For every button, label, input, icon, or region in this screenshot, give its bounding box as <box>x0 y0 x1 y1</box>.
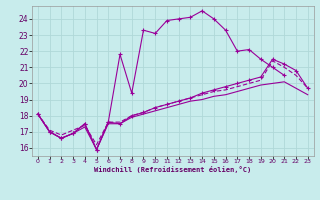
X-axis label: Windchill (Refroidissement éolien,°C): Windchill (Refroidissement éolien,°C) <box>94 166 252 173</box>
